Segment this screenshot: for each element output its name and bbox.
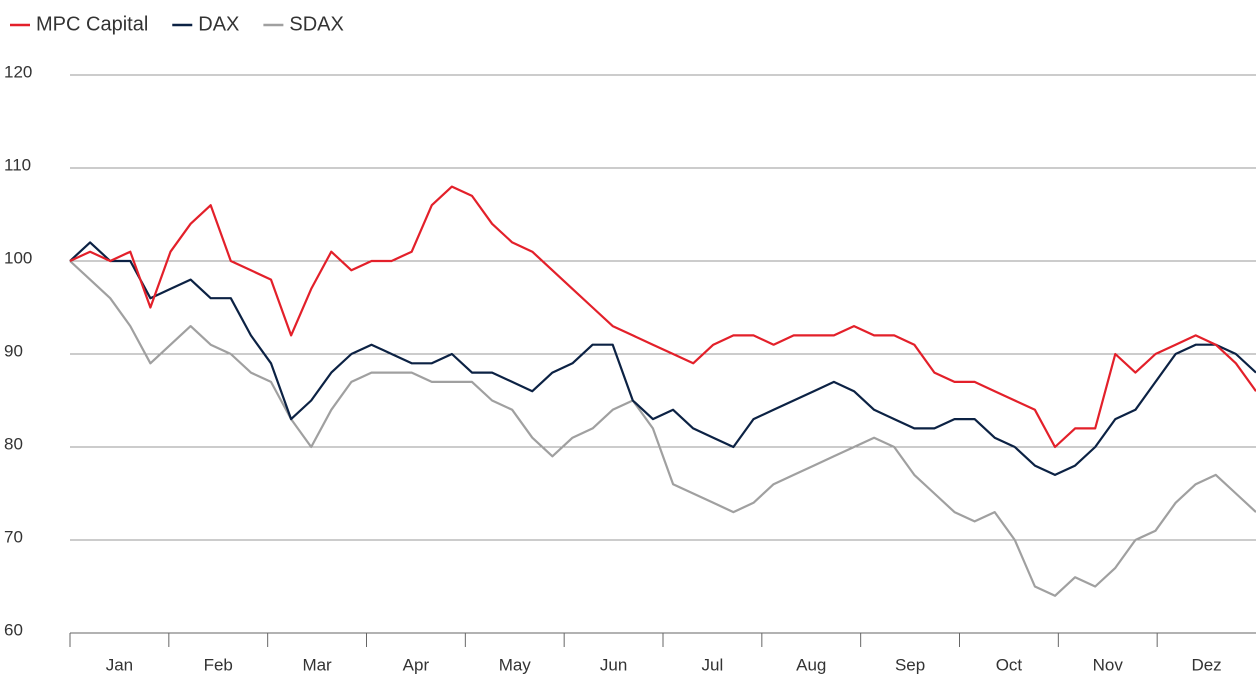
x-tick-label: Jun [600,655,627,674]
series-line [69,185,1256,449]
y-tick-label: 60 [4,620,23,639]
series-line [69,241,1256,476]
x-tick-label: Mar [302,655,332,674]
y-tick-label: 70 [4,527,23,546]
y-tick-label: 100 [4,248,32,267]
x-tick-label: Dez [1191,655,1221,674]
x-tick-label: Nov [1093,655,1124,674]
y-tick-label: 80 [4,434,23,453]
legend-label: SDAX [289,13,343,35]
y-tick-label: 120 [4,62,32,81]
x-tick-label: May [499,655,532,674]
legend-label: MPC Capital [36,13,148,35]
y-tick-label: 90 [4,341,23,360]
legend: MPC Capital DAX SDAX [10,13,344,35]
x-tick-label: Aug [796,655,826,674]
x-tick-label: Apr [403,655,430,674]
x-tick-label: Jul [702,655,724,674]
y-tick-label: 110 [4,155,31,174]
x-tick-label: Sep [895,655,925,674]
series-line [69,260,1256,597]
x-tick-label: Jan [106,655,133,674]
x-tick-label: Feb [204,655,233,674]
x-tick-label: Oct [996,655,1023,674]
legend-label: DAX [198,13,239,35]
